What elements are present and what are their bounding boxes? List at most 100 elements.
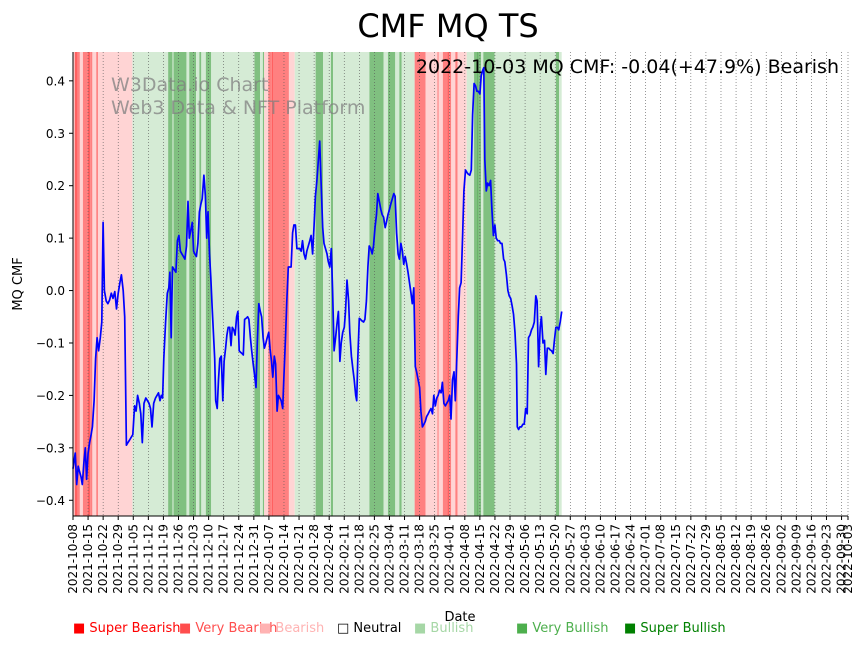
- regime-band-bullish: [211, 52, 255, 516]
- x-tick-label: 2022-02-04: [322, 524, 336, 594]
- x-tick-label: 2022-05-06: [518, 524, 532, 594]
- x-tick-label: 2022-05-27: [563, 524, 577, 594]
- legend-swatch-icon: ■: [73, 621, 90, 636]
- legend-swatch-icon: ■: [516, 621, 533, 636]
- x-tick-label: 2022-01-14: [277, 524, 291, 594]
- regime-band-bullish: [323, 52, 331, 516]
- x-tick-label: 2022-08-19: [744, 524, 758, 594]
- regime-band-bullish: [294, 52, 316, 516]
- regime-band-super-bearish: [271, 52, 273, 516]
- x-tick-label: 2022-06-24: [624, 524, 638, 594]
- regime-band-very-bullish: [262, 52, 265, 516]
- x-tick-label: 2022-05-13: [533, 524, 547, 594]
- x-tick-label: 2022-03-18: [413, 524, 427, 594]
- legend-item-bearish: ■ Bearish: [259, 621, 324, 636]
- x-tick-label: 2021-11-05: [126, 524, 140, 594]
- x-tick-label: 2022-02-25: [367, 524, 381, 594]
- x-tick-label: 2022-09-16: [804, 524, 818, 594]
- regime-band-bullish: [466, 52, 475, 516]
- x-tick-label: 2021-10-15: [81, 524, 95, 594]
- x-tick-label: 2022-04-22: [488, 524, 502, 594]
- legend-label: Super Bullish: [640, 621, 726, 636]
- regime-band-very-bearish: [90, 52, 93, 516]
- series-line-mq-cmf: [72, 66, 563, 486]
- x-tick-label: 2022-09-09: [789, 524, 803, 594]
- regime-band-very-bullish: [483, 52, 495, 516]
- legend-item-neutral: □ Neutral: [337, 621, 401, 636]
- x-tick-label: 2022-07-08: [654, 524, 668, 594]
- chart-title: CMF MQ TS: [357, 7, 538, 45]
- y-tick-label: −0.3: [36, 441, 65, 455]
- y-tick-label: 0.0: [46, 284, 65, 298]
- regime-band-bearish: [92, 52, 97, 516]
- x-tick-label: 2022-07-29: [699, 524, 713, 594]
- x-tick-label: 2022-02-11: [337, 524, 351, 594]
- legend-label: Super Bearish: [89, 621, 181, 636]
- x-tick-label: 2022-08-05: [714, 524, 728, 594]
- regime-band-bearish: [425, 52, 438, 516]
- y-tick-label: −0.1: [36, 336, 65, 350]
- regime-band-very-bearish: [82, 52, 88, 516]
- legend-item-very-bullish: ■ Very Bullish: [516, 621, 608, 636]
- y-tick-label: 0.4: [46, 74, 65, 88]
- x-tick-label: 2022-03-25: [428, 524, 442, 594]
- regime-band-very-bullish: [387, 52, 396, 516]
- regime-band-bearish: [438, 52, 443, 516]
- regime-band-bullish: [201, 52, 206, 516]
- legend-swatch-icon: ■: [259, 621, 276, 636]
- legend-label: Bearish: [275, 621, 325, 636]
- regime-band-bullish: [333, 52, 370, 516]
- regime-band-very-bullish: [199, 52, 202, 516]
- x-tick-label: 2022-05-20: [548, 524, 562, 594]
- x-tick-label: 2022-09-02: [774, 524, 788, 594]
- regime-band-very-bullish: [189, 52, 197, 516]
- x-axis: 2021-10-08 2021-10-15 2021-10-22 2021-10-29…: [66, 516, 855, 594]
- x-tick-label: 2021-12-31: [247, 524, 261, 594]
- regime-bands: [73, 52, 562, 516]
- watermark-line1: W3Data.io Chart: [111, 74, 268, 96]
- legend-swatch-icon: ■: [179, 621, 196, 636]
- regime-band-bullish: [395, 52, 400, 516]
- x-tick-label: 2022-03-11: [398, 524, 412, 594]
- regime-band-very-bullish: [369, 52, 384, 516]
- legend-label: Very Bullish: [532, 621, 609, 636]
- legend-label: Neutral: [353, 621, 402, 636]
- legend-swatch-icon: □: [337, 621, 354, 636]
- regime-band-bullish: [132, 52, 169, 516]
- regime-band-bearish: [73, 52, 75, 516]
- vertical-grid: [72, 52, 849, 516]
- regime-band-very-bearish: [455, 52, 458, 516]
- regime-band-bullish: [196, 52, 200, 516]
- legend-item-very-bearish: ■ Very Bearish: [179, 621, 277, 636]
- regime-band-very-bearish: [437, 52, 439, 516]
- regime-band-bearish: [288, 52, 295, 516]
- x-tick-label: 2021-11-12: [141, 524, 155, 594]
- x-tick-label: 2021-10-22: [96, 524, 110, 594]
- y-tick-label: 0.2: [46, 179, 65, 193]
- x-tick-label: 2022-08-26: [759, 524, 773, 594]
- legend: ■ Super Bearish ■ Very Bearish ■ Bearish □ …: [0, 621, 867, 641]
- regime-band-very-bearish: [268, 52, 272, 516]
- legend-label: Bullish: [430, 621, 474, 636]
- x-tick-label: 2022-04-15: [473, 524, 487, 594]
- regime-band-very-bearish: [449, 52, 452, 516]
- x-tick-label: 2022-06-17: [609, 524, 623, 594]
- watermark-line2: Web3 Data & NFT Platform: [111, 97, 365, 119]
- regime-band-bearish: [79, 52, 83, 516]
- regime-band-very-bullish: [315, 52, 324, 516]
- x-tick-label: 2021-11-26: [171, 524, 185, 594]
- y-axis-label: MQ CMF: [11, 257, 26, 310]
- regime-band-very-bearish: [77, 52, 80, 516]
- x-tick-label: 2022-01-07: [262, 524, 276, 594]
- x-tick-label: 2022-09-30: [835, 524, 849, 594]
- regime-band-very-bearish: [96, 52, 98, 516]
- y-tick-label: 0.3: [46, 127, 65, 141]
- x-tick-label: 2022-04-29: [503, 524, 517, 594]
- x-tick-label: 2021-10-29: [111, 524, 125, 594]
- y-tick-label: −0.4: [36, 494, 65, 508]
- x-tick-label: 2021-10-08: [66, 524, 80, 594]
- legend-item-super-bearish: ■ Super Bearish: [73, 621, 181, 636]
- x-tick-label: 2022-03-04: [382, 524, 396, 594]
